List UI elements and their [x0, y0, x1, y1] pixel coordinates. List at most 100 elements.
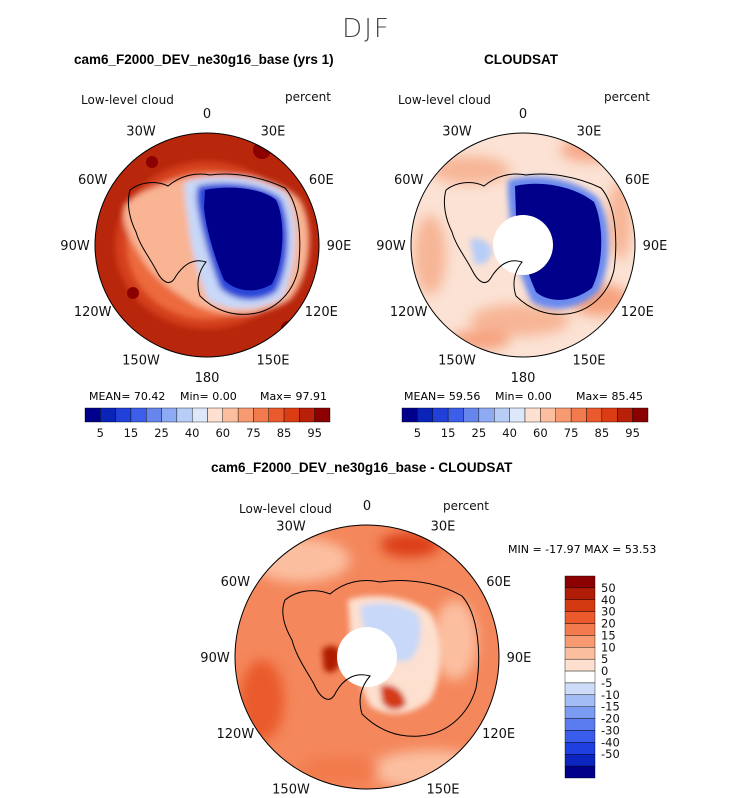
panel-obs-coastline — [443, 173, 617, 315]
panel-model-lon-label: 60W — [78, 173, 108, 188]
panel-diff-colorbar-tick-label: 20 — [601, 617, 616, 631]
panel-diff-colorbar-swatch — [564, 623, 596, 636]
panel-obs-mean: MEAN= 59.56 — [404, 390, 481, 403]
panel-model-colorbar-swatch — [268, 407, 285, 423]
panel-obs-variable-label: Low-level cloud — [398, 93, 491, 107]
panel-model-colorbar-swatch — [207, 407, 224, 423]
panel-diff-lon-label: 120W — [217, 727, 255, 742]
panel-diff-colorbar-swatch — [564, 611, 596, 624]
panel-diff-colorbar-tick-label: 50 — [601, 581, 616, 595]
panel-model-lon-label: 120E — [305, 305, 338, 320]
panel-obs-colorbar-swatch — [524, 407, 541, 423]
panel-diff-lon-label: 90W — [200, 651, 230, 666]
panel-obs-colorbar-tick-label: 25 — [472, 426, 487, 440]
panel-obs-units-label: percent — [604, 90, 650, 104]
panel-diff-patch — [300, 756, 380, 784]
panel-obs-colorbar-tick-label: 75 — [564, 426, 579, 440]
panel-obs-lon-label: 60E — [625, 173, 650, 188]
panel-obs-map — [411, 133, 635, 357]
panel-model-colorbar-swatch — [176, 407, 193, 423]
panel-model-lon-label: 30W — [126, 125, 156, 140]
panel-model-lon-label: 30E — [261, 125, 286, 140]
panel-diff-lon-label: 150W — [272, 783, 310, 798]
panel-diff-variable-label: Low-level cloud — [239, 502, 332, 516]
panel-obs-colorbar-swatch — [417, 407, 433, 423]
panel-diff-units-label: percent — [443, 499, 489, 513]
panel-model-colorbar-tick-label: 5 — [97, 426, 104, 440]
panel-obs-colorbar-tick-label: 15 — [441, 426, 456, 440]
panel-diff-colorbar-tick-label: 10 — [601, 640, 616, 654]
panel-obs-lon-label: 90E — [643, 239, 668, 254]
panel-model-lon-label: 150E — [256, 353, 289, 368]
panel-model-mean: MEAN= 70.42 — [89, 390, 166, 403]
panel-obs-max: Max= 85.45 — [576, 390, 643, 403]
panel-model-colorbar-tick-label: 40 — [185, 426, 200, 440]
panel-obs-lon-label: 90W — [376, 239, 406, 254]
panel-model-patch — [146, 156, 158, 168]
panel-model-boundary — [94, 132, 320, 358]
panel-model-colorbar-swatch — [299, 407, 315, 423]
panel-obs-lon-label: 30E — [577, 125, 602, 140]
panel-obs-lon-label: 120E — [621, 305, 654, 320]
panel-obs-colorbar-swatch — [463, 407, 480, 423]
panel-model-colorbar-swatch — [222, 407, 239, 423]
panel-diff-colorbar-swatch — [564, 599, 596, 612]
panel-obs-patch — [414, 215, 446, 295]
panel-obs-lon-label: 120W — [390, 305, 428, 320]
panel-obs-colorbar-swatch — [509, 407, 526, 423]
panel-diff-colorbar-swatch — [564, 765, 596, 779]
panel-obs-patch — [560, 138, 620, 162]
longitude-labels: 0 30E 60E 90E 120E 150E 180 150W 120W 90W 60W 30W 0 3… — [60, 107, 667, 798]
panel-diff-colorbar-tick-label: 5 — [601, 652, 608, 666]
panel-diff-lon-label: 60W — [221, 575, 251, 590]
panel-obs-colorbar-swatch — [540, 407, 556, 423]
panel-obs-colorbar-swatch — [570, 407, 587, 423]
panel-diff-colorbar-tick-label: -15 — [601, 700, 620, 714]
figure-suptitle: DJF — [342, 14, 391, 44]
panel-diff-patch — [433, 600, 477, 680]
panel-obs-lon-label: 0 — [519, 107, 527, 122]
panel-diff-colorbar-swatch — [564, 694, 596, 707]
panel-obs-colorbar-tick-label: 95 — [625, 426, 640, 440]
panel-model-colorbar-swatch — [84, 407, 101, 423]
panel-model-colorbar-swatch — [314, 407, 331, 423]
panel-obs-lon-label: 180 — [511, 371, 536, 386]
panel-obs-colorbar-swatch — [586, 407, 603, 423]
panel-obs-band-40 — [470, 238, 492, 265]
panel-obs-colorbar-swatch — [555, 407, 572, 423]
panel-obs-title: CLOUDSAT — [484, 52, 558, 67]
panel-diff-title: cam6_F2000_DEV_ne30g16_base - CLOUDSAT — [211, 460, 513, 475]
panel-obs-colorbar-swatch — [494, 407, 510, 423]
panel-diff-lon-label: 30W — [276, 519, 306, 534]
panel-model-lon-label: 120W — [74, 305, 112, 320]
panel-diff-colorbar-swatch — [564, 670, 596, 684]
panel-diff-lon-label: 30E — [431, 519, 456, 534]
panel-model-patch — [127, 287, 139, 299]
panel-obs-colorbar-swatch — [447, 407, 464, 423]
panel-diff-lon-label: 60E — [486, 575, 511, 590]
panel-diff-colorbar-swatch — [564, 706, 596, 719]
panel-obs-patch — [430, 156, 510, 184]
panel-obs-colorbar-tick-label: 5 — [414, 426, 421, 440]
panel-diff-map — [235, 525, 499, 789]
panel-diff-boundary — [234, 524, 500, 790]
panel-model-colorbar-swatch — [253, 407, 269, 423]
panel-diff-colorbar-swatch — [564, 635, 596, 648]
panel-diff-lon-label: 90E — [507, 651, 532, 666]
panel-diff-missing-cap — [337, 627, 397, 687]
panel-diff-colorbar-tick-label: 30 — [601, 605, 616, 619]
panel-model-patch — [281, 321, 295, 335]
panel-diff-colorbar-swatch — [564, 575, 596, 589]
panel-diff-colorbar-tick-label: 40 — [601, 593, 616, 607]
panel-obs-colorbar-swatch — [617, 407, 633, 423]
panel-obs-colorbar: 5 15 25 40 60 75 85 95 — [401, 407, 649, 440]
panel-obs-patch — [608, 180, 632, 260]
panel-diff-coastline — [282, 580, 480, 737]
panel-obs-boundary — [410, 132, 636, 358]
panel-diff-colorbar-tick-label: -40 — [601, 735, 620, 749]
panel-diff-colorbar-swatch — [564, 754, 596, 767]
panel-model-colorbar-swatch — [130, 407, 147, 423]
panel-obs-colorbar-swatch — [478, 407, 495, 423]
